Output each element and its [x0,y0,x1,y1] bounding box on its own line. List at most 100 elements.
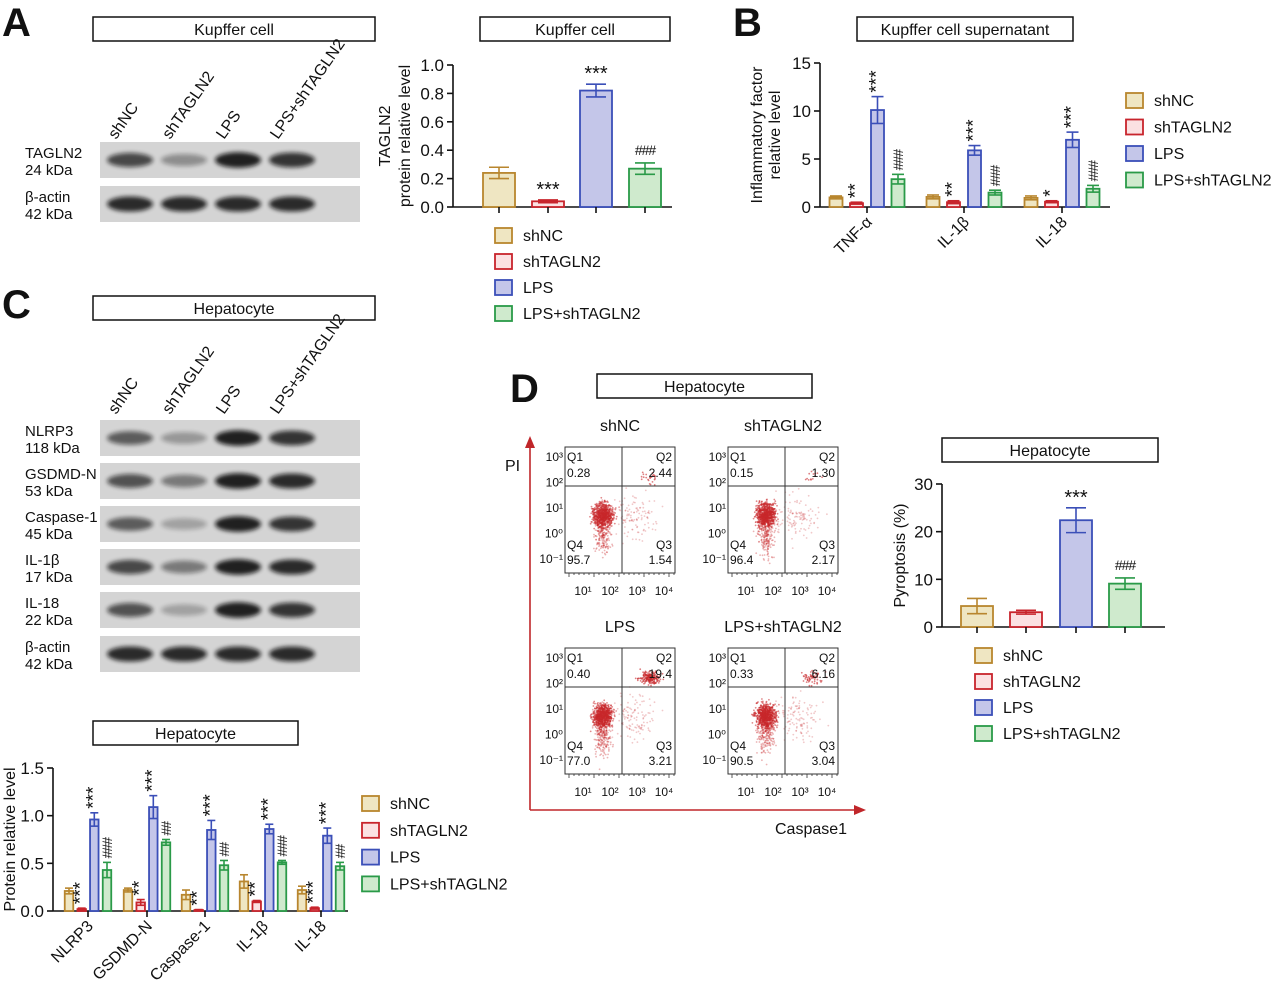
flow-dot [631,528,634,531]
flow-dot [629,718,632,721]
flow-dot [776,726,778,729]
lane-label: LPS+shTAGLN2 [267,311,348,417]
blot-band [215,559,261,575]
flow-dot [601,513,603,516]
flow-dot [638,538,641,541]
flow-dot [761,746,763,748]
error-bar [1045,199,1058,204]
flow-dot [648,483,651,485]
flow-dot [602,707,604,710]
flow-dot [601,503,604,505]
flow-dot [758,737,760,739]
flow-dot [754,514,757,517]
flow-dot [626,711,629,714]
flow-y-tick-label: 10² [546,476,563,490]
flow-dot [758,522,761,525]
flow-dot [598,537,600,540]
flow-dot [762,517,765,520]
flow-dot [593,533,595,536]
flow-dot [595,517,598,520]
flow-dot [600,545,603,548]
flow-dot [758,506,761,509]
flow-dot [596,721,599,724]
legend-a-label: shTAGLN2 [523,254,601,271]
legend-a-swatch [494,253,513,270]
significance-mark: ** [246,881,267,896]
y-tick-label: 1.5 [20,759,44,778]
flow-dot [652,680,655,683]
flow-dot [767,539,770,541]
flow-dot [606,702,608,704]
lane-label: shTAGLN2 [159,69,218,143]
flow-dot [804,517,807,520]
flow-dot [596,504,598,507]
flow-y-tick-label: 10¹ [546,501,563,515]
flow-dot [614,508,617,511]
flow-dot [826,513,828,516]
flow-dot [600,496,603,499]
flow-dot [793,519,795,522]
flow-dot [602,543,605,545]
flow-dot [605,512,607,515]
flow-dot [599,530,602,533]
flow-dot [602,711,605,714]
flow-dot [631,723,634,726]
chart-B-title: Kupffer cell supernatant [881,22,1050,39]
flow-dot [610,521,613,524]
flow-dot [593,522,596,524]
flow-dot [816,517,819,520]
flow-dot [601,542,604,545]
flow-dot [598,522,601,525]
lane-label: LPS [213,383,244,418]
flow-dot [596,543,598,546]
flow-dot [594,520,596,522]
flow-dot [637,730,640,733]
flow-dot [603,549,606,552]
flow-dot [598,746,601,749]
flow-dot [633,511,636,514]
flow-dot [803,528,805,530]
flow-dot [769,733,771,736]
legend-c-swatch [361,821,380,839]
flow-dot [598,537,601,539]
flow-dot [650,682,653,685]
error-bar [1066,131,1079,149]
flow-dot [639,680,642,682]
flow-dot [642,506,645,509]
quadrant-value: 0.40 [567,667,591,681]
flow-dot [598,539,600,542]
flow-dot [627,504,630,507]
flow-dot [772,737,775,740]
flow-dot [611,745,614,748]
blot-band [269,602,315,618]
blot-band [269,646,315,662]
flow-dot [810,517,813,520]
flow-dot [603,534,605,536]
flow-dot [765,705,768,708]
flow-dot [764,526,767,529]
flow-dot [602,534,605,536]
error-bar [336,861,344,871]
flow-dot [642,476,645,479]
legend-a-label: LPS+shTAGLN2 [523,306,641,323]
flow-dot [809,740,812,743]
flow-dot [800,518,802,520]
flow-dot [603,706,606,709]
flow-dot [636,707,639,709]
flow-dot [771,544,774,547]
flow-dot [607,547,609,550]
significance-mark: ## [332,844,348,859]
flow-dot [613,522,616,525]
flow-dot [607,709,610,712]
caspase1-axis-label: Caspase1 [775,821,847,838]
flow-dot [597,530,599,532]
flow-dot [600,526,602,528]
flow-dot [798,502,801,505]
legend-b-label: LPS+shTAGLN2 [1154,173,1272,190]
flow-dot [809,519,811,522]
y-tick-label: 1.0 [420,56,444,75]
flow-dot [769,520,771,523]
flow-dot [604,526,607,529]
flow-dot [608,510,610,513]
